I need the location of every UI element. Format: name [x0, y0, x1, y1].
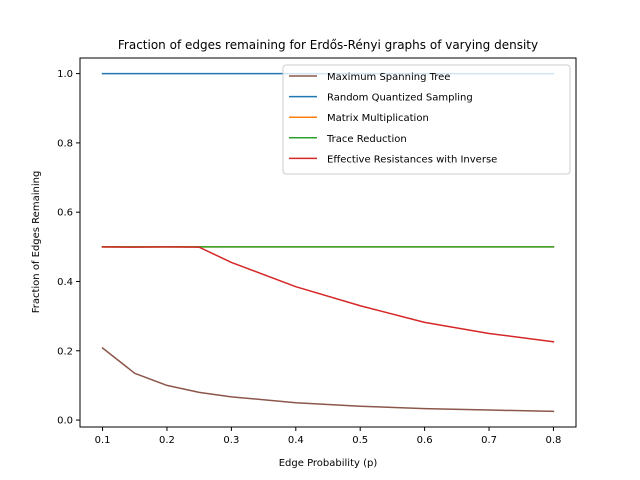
- y-tick-label: 0.8: [57, 138, 73, 149]
- legend-label: Random Quantized Sampling: [327, 93, 473, 104]
- x-tick-label: 0.5: [352, 435, 368, 446]
- legend-label: Maximum Spanning Tree: [327, 72, 450, 83]
- legend-label: Effective Resistances with Inverse: [327, 154, 497, 165]
- legend-label: Matrix Multiplication: [327, 113, 429, 124]
- y-tick-label: 0.0: [57, 416, 73, 427]
- x-axis: 0.1 0.2 0.3 0.4 0.5 0.6 0.7 0.8: [95, 427, 562, 446]
- legend: Maximum Spanning Tree Random Quantized Sa…: [283, 65, 570, 174]
- series-line-0: [103, 348, 554, 411]
- x-tick-label: 0.6: [417, 435, 433, 446]
- x-axis-label: Edge Probability (p): [279, 458, 378, 469]
- x-tick-label: 0.4: [288, 435, 304, 446]
- y-tick-label: 0.4: [57, 277, 73, 288]
- y-tick-label: 0.6: [57, 208, 73, 219]
- x-tick-label: 0.7: [481, 435, 497, 446]
- chart-title: Fraction of edges remaining for Erdős-Ré…: [118, 38, 538, 52]
- x-tick-label: 0.3: [223, 435, 239, 446]
- y-tick-label: 1.0: [57, 69, 73, 80]
- y-tick-label: 0.2: [57, 346, 73, 357]
- series-line-4: [103, 247, 554, 342]
- y-axis-label: Fraction of Edges Remaining: [31, 171, 42, 314]
- x-tick-label: 0.8: [546, 435, 562, 446]
- y-axis: 0.0 0.2 0.4 0.6 0.8 1.0: [57, 69, 80, 426]
- x-tick-label: 0.1: [95, 435, 111, 446]
- legend-label: Trace Reduction: [326, 134, 407, 145]
- x-tick-label: 0.2: [159, 435, 175, 446]
